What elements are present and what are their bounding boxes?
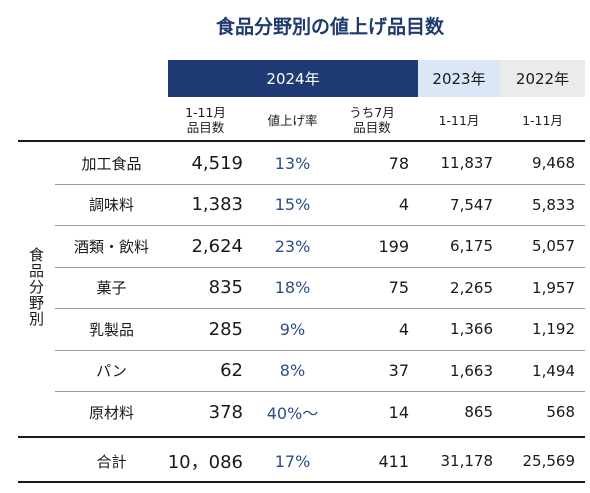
row-increase-rate: 23% — [274, 236, 311, 256]
row-2023-count: 2,265 — [450, 278, 493, 297]
row-item-count: 62 — [220, 360, 243, 381]
row-2022-count: 1,494 — [532, 361, 575, 380]
row-2022-count: 25,569 — [522, 452, 576, 470]
row-item-count: 835 — [208, 277, 243, 298]
row-july-count: 78 — [388, 153, 409, 173]
row-divider — [55, 308, 585, 309]
row-2022-count: 568 — [546, 403, 575, 421]
row-item-count: 1,383 — [191, 194, 243, 215]
row-july-count: 4 — [398, 319, 409, 339]
row-divider — [55, 225, 585, 226]
row-2022-count: 5,833 — [532, 195, 575, 214]
row-2023-count: 7,547 — [450, 195, 493, 214]
header-2023: 2023年 — [418, 60, 500, 97]
row-july-count: 4 — [398, 195, 409, 214]
table-top-rule — [18, 140, 585, 142]
row-divider — [55, 349, 585, 351]
row-2023-count: 1,366 — [450, 320, 493, 338]
row-2023-count: 865 — [464, 403, 493, 421]
total-divider — [18, 436, 585, 438]
row-july-count: 411 — [378, 451, 409, 471]
row-item-count: 378 — [208, 401, 243, 423]
header-2022: 2022年 — [500, 60, 585, 97]
subheader-2022: 1-11月 — [522, 112, 563, 128]
row-increase-rate: 9% — [279, 319, 306, 339]
row-july-count: 199 — [378, 236, 409, 256]
row-category-name: 加工食品 — [81, 154, 142, 173]
row-increase-rate: 18% — [274, 278, 311, 297]
row-category-name: 酒類・飲料 — [73, 237, 149, 256]
row-2023-count: 1,663 — [450, 361, 493, 380]
subheader-2023: 1-11月 — [438, 112, 480, 128]
row-july-count: 37 — [388, 361, 409, 380]
row-divider — [55, 391, 585, 392]
row-item-count: 4,519 — [191, 152, 243, 174]
row-2023-count: 11,837 — [440, 154, 494, 172]
subheader-count: 1-11月 品目数 — [185, 105, 226, 135]
row-category-name: 原材料 — [88, 403, 134, 422]
subheader-july: うち7月 品目数 — [349, 105, 395, 135]
row-divider — [55, 183, 585, 185]
row-item-count: 10，086 — [167, 452, 243, 473]
category-side-label: 食品分野別 — [27, 247, 45, 327]
header-2024: 2024年 — [168, 60, 418, 97]
subheader-rate: 値上げ率 — [267, 112, 318, 128]
row-item-count: 285 — [208, 318, 243, 340]
row-category-name: パン — [96, 362, 127, 380]
row-divider — [55, 266, 585, 268]
row-2022-count: 5,057 — [532, 237, 575, 255]
row-2023-count: 31,178 — [440, 452, 494, 470]
row-2022-count: 1,957 — [532, 278, 575, 297]
row-increase-rate: 17% — [274, 451, 311, 471]
row-item-count: 2,624 — [191, 235, 243, 257]
row-increase-rate: 8% — [279, 361, 306, 380]
row-2022-count: 9,468 — [532, 154, 575, 172]
page-title: 食品分野別の値上げ品目数 — [215, 16, 444, 38]
row-category-name: 菓子 — [96, 279, 127, 297]
table-bottom-rule — [18, 481, 585, 483]
row-category-name: 乳製品 — [88, 320, 134, 339]
row-july-count: 75 — [388, 278, 409, 297]
row-2022-count: 1,192 — [532, 320, 575, 338]
row-increase-rate: 15% — [274, 195, 311, 214]
row-2023-count: 6,175 — [450, 237, 493, 255]
row-category-name: 合計 — [96, 452, 127, 471]
row-increase-rate: 40%～ — [266, 404, 319, 423]
row-category-name: 調味料 — [88, 196, 134, 214]
row-increase-rate: 13% — [274, 153, 311, 173]
row-july-count: 14 — [388, 402, 409, 422]
